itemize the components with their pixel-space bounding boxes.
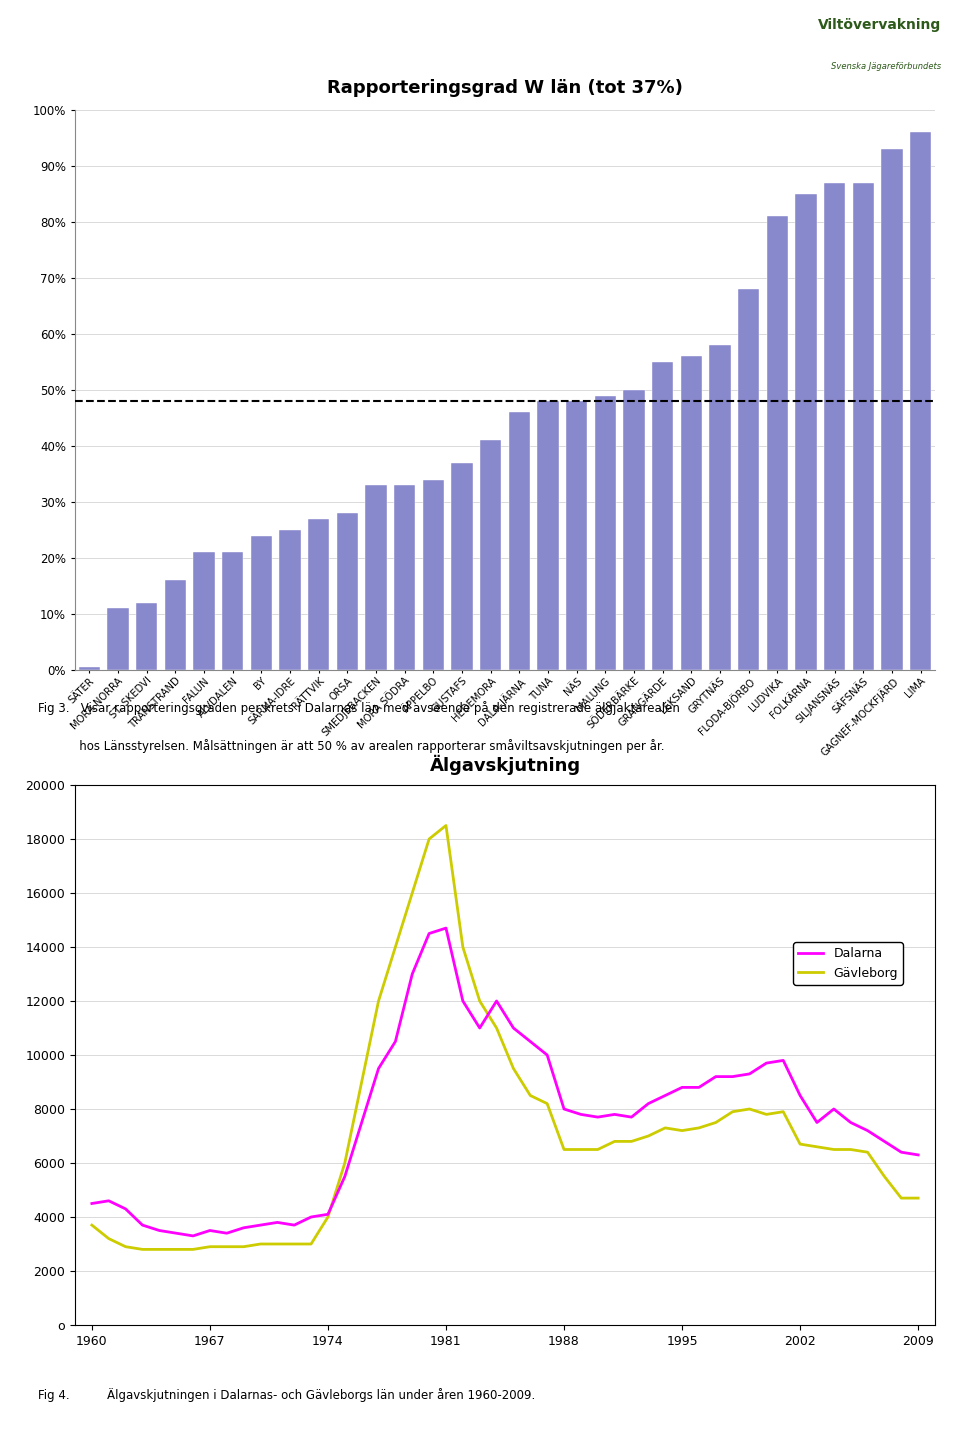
Text: Fig 3.   Visar rapporteringsgraden per krets i Dalarnas län med avseende på den : Fig 3. Visar rapporteringsgraden per kre… [38, 700, 681, 715]
Bar [824, 183, 846, 670]
Title: Älgavskjutning: Älgavskjutning [429, 755, 581, 775]
Bar [222, 552, 244, 670]
Text: Fig 4.          Älgavskjutningen i Dalarnas- och Gävleborgs län under åren 1960-: Fig 4. Älgavskjutningen i Dalarnas- och … [38, 1388, 536, 1402]
Bar [365, 485, 387, 670]
Bar [394, 485, 416, 670]
Legend: Dalarna, Gävleborg: Dalarna, Gävleborg [794, 942, 903, 985]
Text: Viltövervakning: Viltövervakning [818, 17, 941, 32]
Title: Rapporteringsgrad W län (tot 37%): Rapporteringsgrad W län (tot 37%) [327, 79, 683, 98]
Bar [279, 531, 300, 670]
Bar [251, 535, 272, 670]
Bar [709, 345, 731, 670]
Bar [681, 357, 702, 670]
Bar [652, 362, 673, 670]
Bar [738, 289, 759, 670]
Bar [79, 667, 100, 670]
Bar [509, 413, 530, 670]
Bar [795, 194, 817, 670]
Bar [164, 581, 186, 670]
Bar [193, 552, 215, 670]
Bar [852, 183, 875, 670]
Text: hos Länsstyrelsen. Målsättningen är att 50 % av arealen rapporterar småviltsavsk: hos Länsstyrelsen. Målsättningen är att … [38, 739, 665, 754]
Bar [767, 216, 788, 670]
Bar [910, 132, 931, 670]
Bar [594, 395, 616, 670]
Bar [108, 608, 129, 670]
Bar [623, 390, 645, 670]
Text: Svenska Jägareförbundets: Svenska Jägareförbundets [830, 62, 941, 72]
Bar [451, 463, 472, 670]
Bar [136, 603, 157, 670]
Bar [538, 401, 559, 670]
Bar [881, 150, 902, 670]
Bar [422, 480, 444, 670]
Bar [337, 513, 358, 670]
Bar [480, 440, 501, 670]
Bar [565, 401, 588, 670]
Bar [308, 519, 329, 670]
